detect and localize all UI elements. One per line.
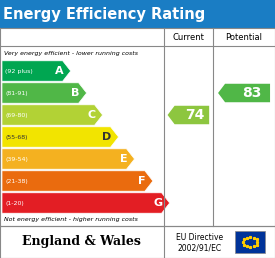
Text: Not energy efficient - higher running costs: Not energy efficient - higher running co… — [4, 217, 138, 222]
Text: 2002/91/EC: 2002/91/EC — [177, 243, 221, 252]
Text: (21-38): (21-38) — [5, 179, 28, 183]
Polygon shape — [2, 61, 71, 81]
Polygon shape — [2, 149, 134, 169]
Polygon shape — [2, 105, 103, 125]
Text: C: C — [87, 110, 96, 120]
Text: 83: 83 — [242, 86, 262, 100]
Text: Potential: Potential — [226, 33, 263, 42]
Text: B: B — [71, 88, 80, 98]
Polygon shape — [167, 106, 209, 124]
Text: G: G — [153, 198, 163, 208]
Text: F: F — [138, 176, 146, 186]
Text: (92 plus): (92 plus) — [5, 69, 33, 74]
Polygon shape — [2, 171, 153, 191]
Text: (55-68): (55-68) — [5, 134, 28, 140]
Text: Very energy efficient - lower running costs: Very energy efficient - lower running co… — [4, 51, 138, 55]
Text: (1-20): (1-20) — [5, 200, 24, 206]
Text: Energy Efficiency Rating: Energy Efficiency Rating — [3, 6, 206, 21]
Text: (39-54): (39-54) — [5, 157, 28, 162]
Text: Current: Current — [172, 33, 204, 42]
Polygon shape — [2, 193, 170, 213]
Text: England & Wales: England & Wales — [22, 236, 141, 248]
Bar — [235, 231, 265, 253]
Polygon shape — [218, 84, 270, 102]
Polygon shape — [2, 83, 87, 103]
Text: (81-91): (81-91) — [5, 91, 28, 95]
Text: EU Directive: EU Directive — [176, 233, 223, 242]
Polygon shape — [2, 127, 119, 147]
Text: 74: 74 — [185, 108, 204, 122]
Text: (69-80): (69-80) — [5, 112, 28, 117]
Bar — [0, 226, 275, 258]
Text: E: E — [120, 154, 128, 164]
Text: D: D — [102, 132, 112, 142]
Text: A: A — [55, 66, 64, 76]
Bar — [0, 0, 275, 28]
